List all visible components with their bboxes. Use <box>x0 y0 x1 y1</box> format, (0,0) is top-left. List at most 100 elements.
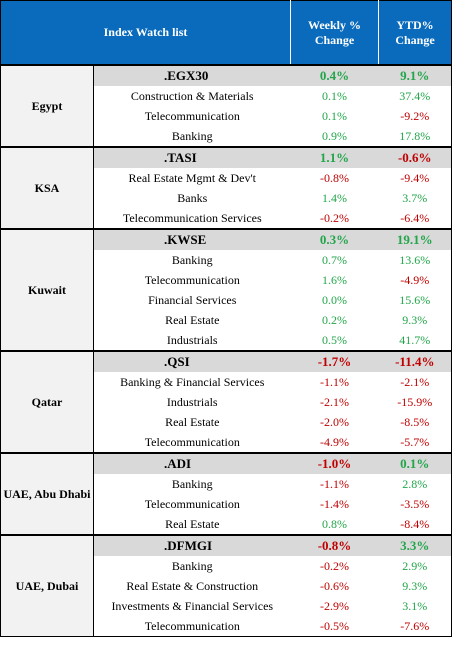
index-name: .DFMGI <box>93 534 291 556</box>
sector-name: Telecommunication <box>144 272 240 287</box>
ytd-change: -9.2% <box>400 108 430 123</box>
index-name: .EGX30 <box>93 64 291 86</box>
weekly-change: 1.4% <box>322 190 348 205</box>
sector-name: Banking & Financial Services <box>120 374 265 389</box>
sector-name: Telecommunication Services <box>122 210 262 225</box>
sector-name: Telecommunication <box>144 108 240 123</box>
ytd-change: 19.1% <box>378 228 452 250</box>
table-row: Banking -0.2% 2.9% <box>1 556 452 576</box>
sector-name: Banking <box>171 128 213 143</box>
ytd-change: -9.4% <box>400 170 430 185</box>
sector-name: Real Estate Mgmt & Dev't <box>128 170 256 185</box>
weekly-change: 0.2% <box>322 312 348 327</box>
table-row: Banking 0.7% 13.6% <box>1 250 452 270</box>
weekly-change: 0.5% <box>322 332 348 347</box>
table-row: Industrials 0.5% 41.7% <box>1 330 452 351</box>
ytd-change: -5.7% <box>400 434 430 449</box>
header-weekly: Weekly % Change <box>290 0 379 65</box>
weekly-change: -0.2% <box>320 558 350 573</box>
sector-name: Telecommunication <box>144 618 240 633</box>
index-row: Egypt .EGX30 0.4% 9.1% <box>0 64 452 147</box>
ytd-change: 2.8% <box>402 476 428 491</box>
weekly-change: -0.8% <box>320 170 350 185</box>
table-body: Egypt .EGX30 0.4% 9.1% Construction & Materi… <box>0 64 452 637</box>
sector-name: Financial Services <box>148 292 237 307</box>
table-row: Investments & Financial Services -2.9% 3.1… <box>1 596 452 616</box>
table-row: Telecommunication -0.5% -7.6% <box>1 616 452 637</box>
country-label: Qatar <box>0 350 94 453</box>
weekly-change: -2.1% <box>320 394 350 409</box>
ytd-change: 37.4% <box>399 88 431 103</box>
index-row: UAE, Dubai .DFMGI -0.8% 3.3% <box>0 534 452 637</box>
country-label: KSA <box>0 146 94 229</box>
sector-name: Industrials <box>166 332 218 347</box>
country-label: Egypt <box>0 64 94 147</box>
ytd-change: 15.6% <box>399 292 431 307</box>
index-name: .TASI <box>93 146 291 168</box>
table-row: Telecommunication -4.9% -5.7% <box>1 432 452 453</box>
weekly-change: -0.5% <box>320 618 350 633</box>
weekly-change: -4.9% <box>320 434 350 449</box>
ytd-change: 3.1% <box>402 598 428 613</box>
weekly-change: -1.1% <box>320 476 350 491</box>
ytd-change: -8.4% <box>400 516 430 531</box>
header-ytd: YTD% Change <box>378 0 452 65</box>
table-row: Telecommunication Services -0.2% -6.4% <box>1 208 452 229</box>
index-row: UAE, Abu Dhabi .ADI -1.0% 0.1% <box>0 452 452 535</box>
table-row: Real Estate & Construction -0.6% 9.3% <box>1 576 452 596</box>
index-name: .QSI <box>93 350 291 372</box>
index-name: .KWSE <box>93 228 291 250</box>
table-row: Telecommunication 0.1% -9.2% <box>1 106 452 126</box>
weekly-change: 0.9% <box>322 128 348 143</box>
weekly-change: 1.1% <box>290 146 379 168</box>
table-row: Construction & Materials 0.1% 37.4% <box>1 86 452 106</box>
weekly-change: -1.4% <box>320 496 350 511</box>
country-label: UAE, Dubai <box>0 534 94 637</box>
header-row: Index Watch list Weekly % Change YTD% Ch… <box>0 0 452 65</box>
ytd-change: 0.1% <box>378 452 452 474</box>
weekly-change: 0.7% <box>322 252 348 267</box>
header-title: Index Watch list <box>0 0 291 65</box>
sector-name: Banking <box>171 558 213 573</box>
ytd-change: -7.6% <box>400 618 430 633</box>
index-row: KSA .TASI 1.1% -0.6% <box>0 146 452 229</box>
ytd-change: -6.4% <box>400 210 430 225</box>
table-row: Real Estate -2.0% -8.5% <box>1 412 452 432</box>
weekly-change: 0.0% <box>322 292 348 307</box>
weekly-change: -0.6% <box>320 578 350 593</box>
weekly-change: 0.8% <box>322 516 348 531</box>
ytd-change: 3.3% <box>378 534 452 556</box>
table-row: Real Estate Mgmt & Dev't -0.8% -9.4% <box>1 168 452 188</box>
weekly-change: 1.6% <box>322 272 348 287</box>
weekly-change: -1.0% <box>290 452 379 474</box>
table-row: Real Estate 0.2% 9.3% <box>1 310 452 330</box>
sector-name: Banking <box>171 476 213 491</box>
country-label: Kuwait <box>0 228 94 351</box>
sector-name: Banks <box>177 190 208 205</box>
ytd-change: -15.9% <box>397 394 433 409</box>
ytd-change: -11.4% <box>378 350 452 372</box>
weekly-change: -2.0% <box>320 414 350 429</box>
ytd-change: 13.6% <box>399 252 431 267</box>
ytd-change: 2.9% <box>402 558 428 573</box>
weekly-change: 0.4% <box>290 64 379 86</box>
ytd-change: 17.8% <box>399 128 431 143</box>
ytd-change: 9.1% <box>378 64 452 86</box>
index-watch-table: Index Watch list Weekly % Change YTD% Ch… <box>0 0 453 637</box>
table-row: Telecommunication 1.6% -4.9% <box>1 270 452 290</box>
weekly-change: 0.3% <box>290 228 379 250</box>
sector-name: Industrials <box>166 394 218 409</box>
table-row: Banking & Financial Services -1.1% -2.1% <box>1 372 452 392</box>
sector-name: Real Estate <box>165 312 220 327</box>
weekly-change: 0.1% <box>322 108 348 123</box>
index-name: .ADI <box>93 452 291 474</box>
ytd-change: -8.5% <box>400 414 430 429</box>
weekly-change: -2.9% <box>320 598 350 613</box>
weekly-change: -1.7% <box>290 350 379 372</box>
weekly-change: -1.1% <box>320 374 350 389</box>
table-row: Banking -1.1% 2.8% <box>1 474 452 494</box>
table-row: Financial Services 0.0% 15.6% <box>1 290 452 310</box>
index-row: Qatar .QSI -1.7% -11.4% <box>0 350 452 453</box>
ytd-change: 9.3% <box>402 578 428 593</box>
sector-name: Real Estate & Construction <box>126 578 259 593</box>
